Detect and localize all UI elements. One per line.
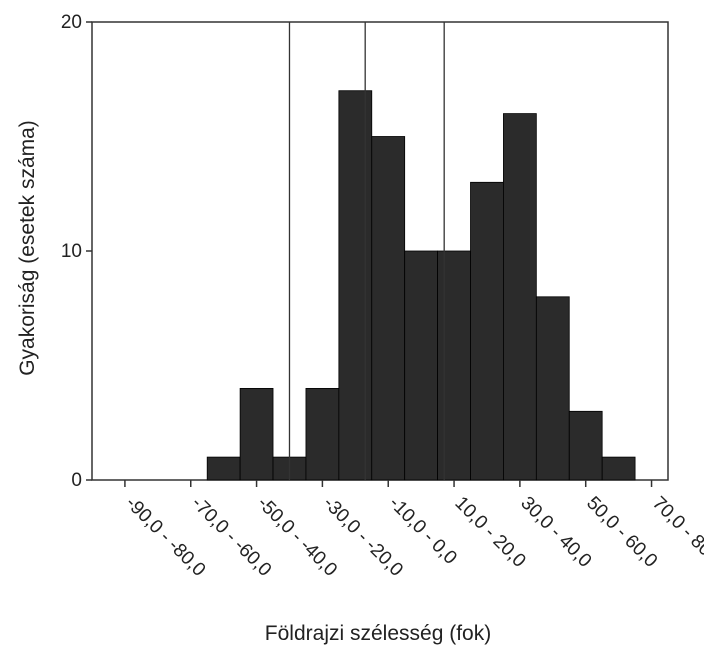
- reference-lines: [288, 22, 445, 480]
- x-axis: -90,0 - -80,0-70,0 - -60,0-50,0 - -40,0-…: [121, 480, 704, 581]
- histogram-bars: [206, 90, 636, 481]
- histogram-bar: [239, 387, 274, 481]
- y-axis: 0 10 20: [61, 12, 92, 491]
- histogram-bar: [470, 181, 504, 481]
- histogram-bar: [437, 250, 471, 481]
- x-tick-label: 30,0 - 40,0: [516, 493, 595, 572]
- y-tick-label: 20: [61, 12, 82, 33]
- y-axis-title: Gyakoriság (esetek száma): [16, 120, 39, 376]
- x-tick-label: 10,0 - 20,0: [451, 493, 530, 572]
- y-tick-label: 0: [71, 470, 82, 491]
- histogram-bar: [404, 250, 438, 481]
- histogram-bar: [601, 456, 636, 481]
- histogram-bar: [503, 113, 537, 481]
- x-tick-label: 50,0 - 60,0: [582, 493, 661, 572]
- histogram-bar: [535, 296, 570, 481]
- x-axis-title: Földrajzi szélesség (fok): [265, 622, 491, 645]
- histogram-bar: [305, 387, 340, 481]
- histogram-bar: [371, 136, 406, 481]
- histogram-bar: [338, 90, 373, 481]
- histogram-bar: [206, 456, 241, 481]
- histogram-bar: [568, 410, 603, 481]
- y-tick-label: 10: [61, 241, 82, 262]
